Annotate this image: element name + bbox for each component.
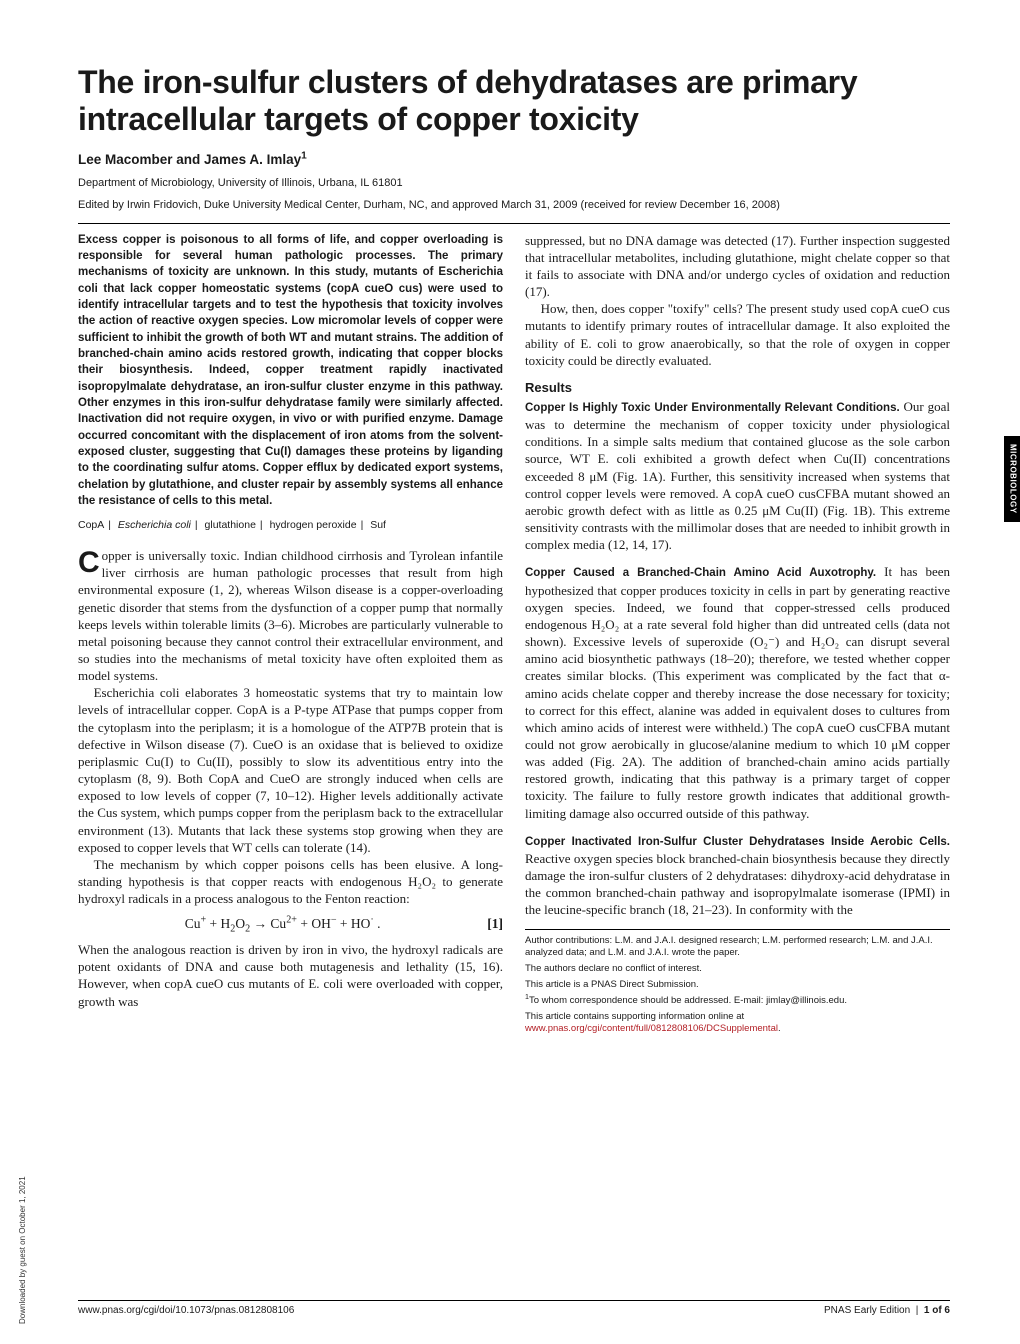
paragraph-text: Reactive oxygen species block branched-c… [525, 851, 950, 917]
equation: Cu+ + H2O2 → Cu2+ + OH− + HO· . [1] [78, 915, 503, 933]
paragraph: Escherichia coli elaborates 3 homeostati… [78, 684, 503, 856]
download-note: Downloaded by guest on October 1, 2021 [18, 1176, 27, 1324]
keyword: hydrogen peroxide [270, 519, 357, 531]
paragraph: Copper Inactivated Iron-Sulfur Cluster D… [525, 832, 950, 919]
paragraph: Copper is universally toxic. Indian chil… [78, 547, 503, 684]
paragraph: When the analogous reaction is driven by… [78, 941, 503, 1010]
paragraph: The mechanism by which copper poisons ce… [78, 856, 503, 907]
keywords: CopA| Escherichia coli| glutathione| hyd… [78, 519, 503, 533]
keyword: glutathione [205, 519, 256, 531]
run-in-heading: Copper Is Highly Toxic Under Environment… [525, 402, 900, 414]
paragraph: Copper Caused a Branched-Chain Amino Aci… [525, 563, 950, 821]
footer-page: PNAS Early Edition | 1 of 6 [824, 1305, 950, 1316]
page-footer: www.pnas.org/cgi/doi/10.1073/pnas.081280… [78, 1300, 950, 1316]
run-in-heading: Copper Caused a Branched-Chain Amino Aci… [525, 567, 876, 579]
keyword: Escherichia coli [118, 519, 191, 531]
divider [78, 223, 950, 224]
conflict-statement: The authors declare no conflict of inter… [525, 963, 950, 976]
footnotes: Author contributions: L.M. and J.A.I. de… [525, 929, 950, 1037]
paragraph-text: It has been hypothesized that copper pro… [525, 564, 950, 820]
correspondence: 1To whom correspondence should be addres… [525, 995, 950, 1008]
article-title: The iron-sulfur clusters of dehydratases… [78, 64, 950, 138]
section-heading: Results [525, 379, 950, 396]
section-tab: MICROBIOLOGY [1004, 436, 1020, 522]
article-content: The iron-sulfur clusters of dehydratases… [78, 64, 950, 1036]
keyword: CopA [78, 519, 104, 531]
paragraph: suppressed, but no DNA damage was detect… [525, 232, 950, 301]
footer-doi: www.pnas.org/cgi/doi/10.1073/pnas.081280… [78, 1305, 294, 1316]
supplemental-info: This article contains supporting informa… [525, 1011, 950, 1037]
keyword: Suf [370, 519, 386, 531]
equation-body: Cu+ + H2O2 → Cu2+ + OH− + HO· . [185, 916, 381, 931]
direct-submission: This article is a PNAS Direct Submission… [525, 979, 950, 992]
supp-text: This article contains supporting informa… [525, 1011, 744, 1022]
abstract: Excess copper is poisonous to all forms … [78, 232, 503, 510]
supp-text: . [778, 1023, 781, 1034]
authors: Lee Macomber and James A. Imlay1 [78, 152, 950, 167]
page: PNAS PNAS PNAS Downloaded by guest on Oc… [0, 0, 1020, 1344]
paragraph: How, then, does copper "toxify" cells? T… [525, 300, 950, 369]
edited-by: Edited by Irwin Fridovich, Duke Universi… [78, 199, 950, 211]
run-in-heading: Copper Inactivated Iron-Sulfur Cluster D… [525, 836, 950, 848]
equation-number: [1] [487, 915, 503, 933]
paragraph: Copper Is Highly Toxic Under Environment… [525, 398, 950, 553]
supp-link[interactable]: www.pnas.org/cgi/content/full/0812808106… [525, 1023, 778, 1034]
author-contributions: Author contributions: L.M. and J.A.I. de… [525, 935, 950, 961]
paragraph-text: Our goal was to determine the mechanism … [525, 399, 950, 552]
pnas-banner: PNAS PNAS PNAS [0, 0, 52, 1344]
two-column-body: Excess copper is poisonous to all forms … [78, 232, 950, 1037]
affiliation: Department of Microbiology, University o… [78, 177, 950, 189]
